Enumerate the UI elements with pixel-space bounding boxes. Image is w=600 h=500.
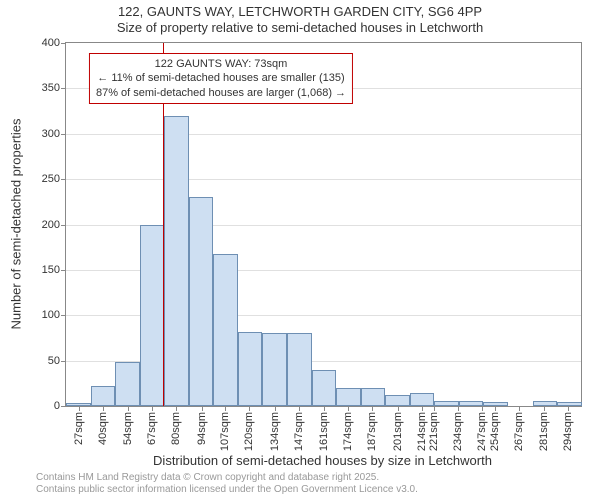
histogram-bar [189, 197, 214, 406]
xtick-label: 234sqm [452, 412, 464, 451]
histogram-bar [557, 402, 582, 406]
histogram-bar [385, 395, 410, 406]
xtick-mark [519, 406, 520, 411]
annotation-box: 122 GAUNTS WAY: 73sqm← 11% of semi-detac… [89, 53, 353, 104]
xtick-label: 214sqm [416, 412, 428, 451]
xtick-label: 27sqm [73, 412, 85, 445]
xtick-mark [275, 406, 276, 411]
histogram-bar [312, 370, 337, 406]
xtick-label: 40sqm [97, 412, 109, 445]
xtick-label: 161sqm [318, 412, 330, 451]
histogram-bar [140, 225, 165, 407]
ytick-mark [61, 406, 66, 407]
footer-line2: Contains public sector information licen… [36, 484, 418, 496]
xtick-label: 221sqm [428, 412, 440, 451]
xtick-label: 294sqm [562, 412, 574, 451]
xtick-mark [372, 406, 373, 411]
ytick-label: 250 [42, 173, 60, 185]
histogram-bar [410, 393, 435, 406]
property-size-chart: 122, GAUNTS WAY, LETCHWORTH GARDEN CITY,… [0, 0, 600, 500]
ytick-mark [61, 43, 66, 44]
annotation-line: 122 GAUNTS WAY: 73sqm [96, 57, 346, 71]
histogram-bar [287, 333, 312, 406]
ytick-label: 200 [42, 219, 60, 231]
ytick-label: 300 [42, 128, 60, 140]
xtick-mark [482, 406, 483, 411]
ytick-mark [61, 88, 66, 89]
ytick-label: 400 [42, 37, 60, 49]
xtick-label: 267sqm [513, 412, 525, 451]
annotation-line: 87% of semi-detached houses are larger (… [96, 86, 346, 100]
ytick-mark [61, 134, 66, 135]
ytick-mark [61, 315, 66, 316]
histogram-bar [91, 386, 116, 406]
xtick-label: 134sqm [269, 412, 281, 451]
xtick-mark [176, 406, 177, 411]
ytick-label: 0 [54, 400, 60, 412]
xtick-label: 107sqm [219, 412, 231, 451]
xtick-mark [249, 406, 250, 411]
xtick-mark [398, 406, 399, 411]
annotation-line: ← 11% of semi-detached houses are smalle… [96, 71, 346, 85]
ytick-mark [61, 361, 66, 362]
xtick-label: 147sqm [293, 412, 305, 451]
chart-title: 122, GAUNTS WAY, LETCHWORTH GARDEN CITY,… [0, 4, 600, 37]
gridline [66, 179, 581, 180]
xtick-mark [544, 406, 545, 411]
xtick-mark [422, 406, 423, 411]
xtick-mark [202, 406, 203, 411]
xtick-label: 201sqm [392, 412, 404, 451]
ytick-mark [61, 179, 66, 180]
histogram-bar [164, 116, 189, 406]
footer-attribution: Contains HM Land Registry data © Crown c… [36, 472, 418, 496]
xtick-label: 120sqm [243, 412, 255, 451]
xtick-mark [434, 406, 435, 411]
histogram-bar [262, 333, 287, 406]
xtick-label: 281sqm [538, 412, 550, 451]
footer-line1: Contains HM Land Registry data © Crown c… [36, 472, 418, 484]
ytick-label: 50 [48, 355, 60, 367]
xtick-mark [324, 406, 325, 411]
histogram-bar [238, 332, 263, 406]
histogram-bar [336, 388, 361, 406]
xtick-mark [495, 406, 496, 411]
ytick-label: 150 [42, 264, 60, 276]
ytick-mark [61, 270, 66, 271]
xtick-mark [152, 406, 153, 411]
xtick-label: 80sqm [170, 412, 182, 445]
xtick-label: 94sqm [196, 412, 208, 445]
xtick-mark [79, 406, 80, 411]
histogram-bar [434, 401, 459, 406]
ytick-label: 100 [42, 309, 60, 321]
xtick-mark [225, 406, 226, 411]
xtick-label: 67sqm [146, 412, 158, 445]
xtick-mark [348, 406, 349, 411]
x-axis-label: Distribution of semi-detached houses by … [153, 453, 492, 468]
xtick-mark [458, 406, 459, 411]
histogram-bar [213, 254, 238, 406]
histogram-bar [361, 388, 386, 406]
xtick-mark [568, 406, 569, 411]
ytick-mark [61, 225, 66, 226]
ytick-label: 350 [42, 82, 60, 94]
y-axis-label: Number of semi-detached properties [9, 118, 24, 329]
xtick-mark [103, 406, 104, 411]
xtick-label: 54sqm [122, 412, 134, 445]
chart-title-line1: 122, GAUNTS WAY, LETCHWORTH GARDEN CITY,… [0, 4, 600, 20]
chart-title-line2: Size of property relative to semi-detach… [0, 20, 600, 36]
gridline [66, 134, 581, 135]
histogram-bar [459, 401, 484, 406]
xtick-label: 187sqm [366, 412, 378, 451]
xtick-label: 247sqm [476, 412, 488, 451]
xtick-label: 254sqm [489, 412, 501, 451]
xtick-mark [299, 406, 300, 411]
xtick-mark [128, 406, 129, 411]
xtick-label: 174sqm [342, 412, 354, 451]
histogram-bar [115, 362, 140, 406]
